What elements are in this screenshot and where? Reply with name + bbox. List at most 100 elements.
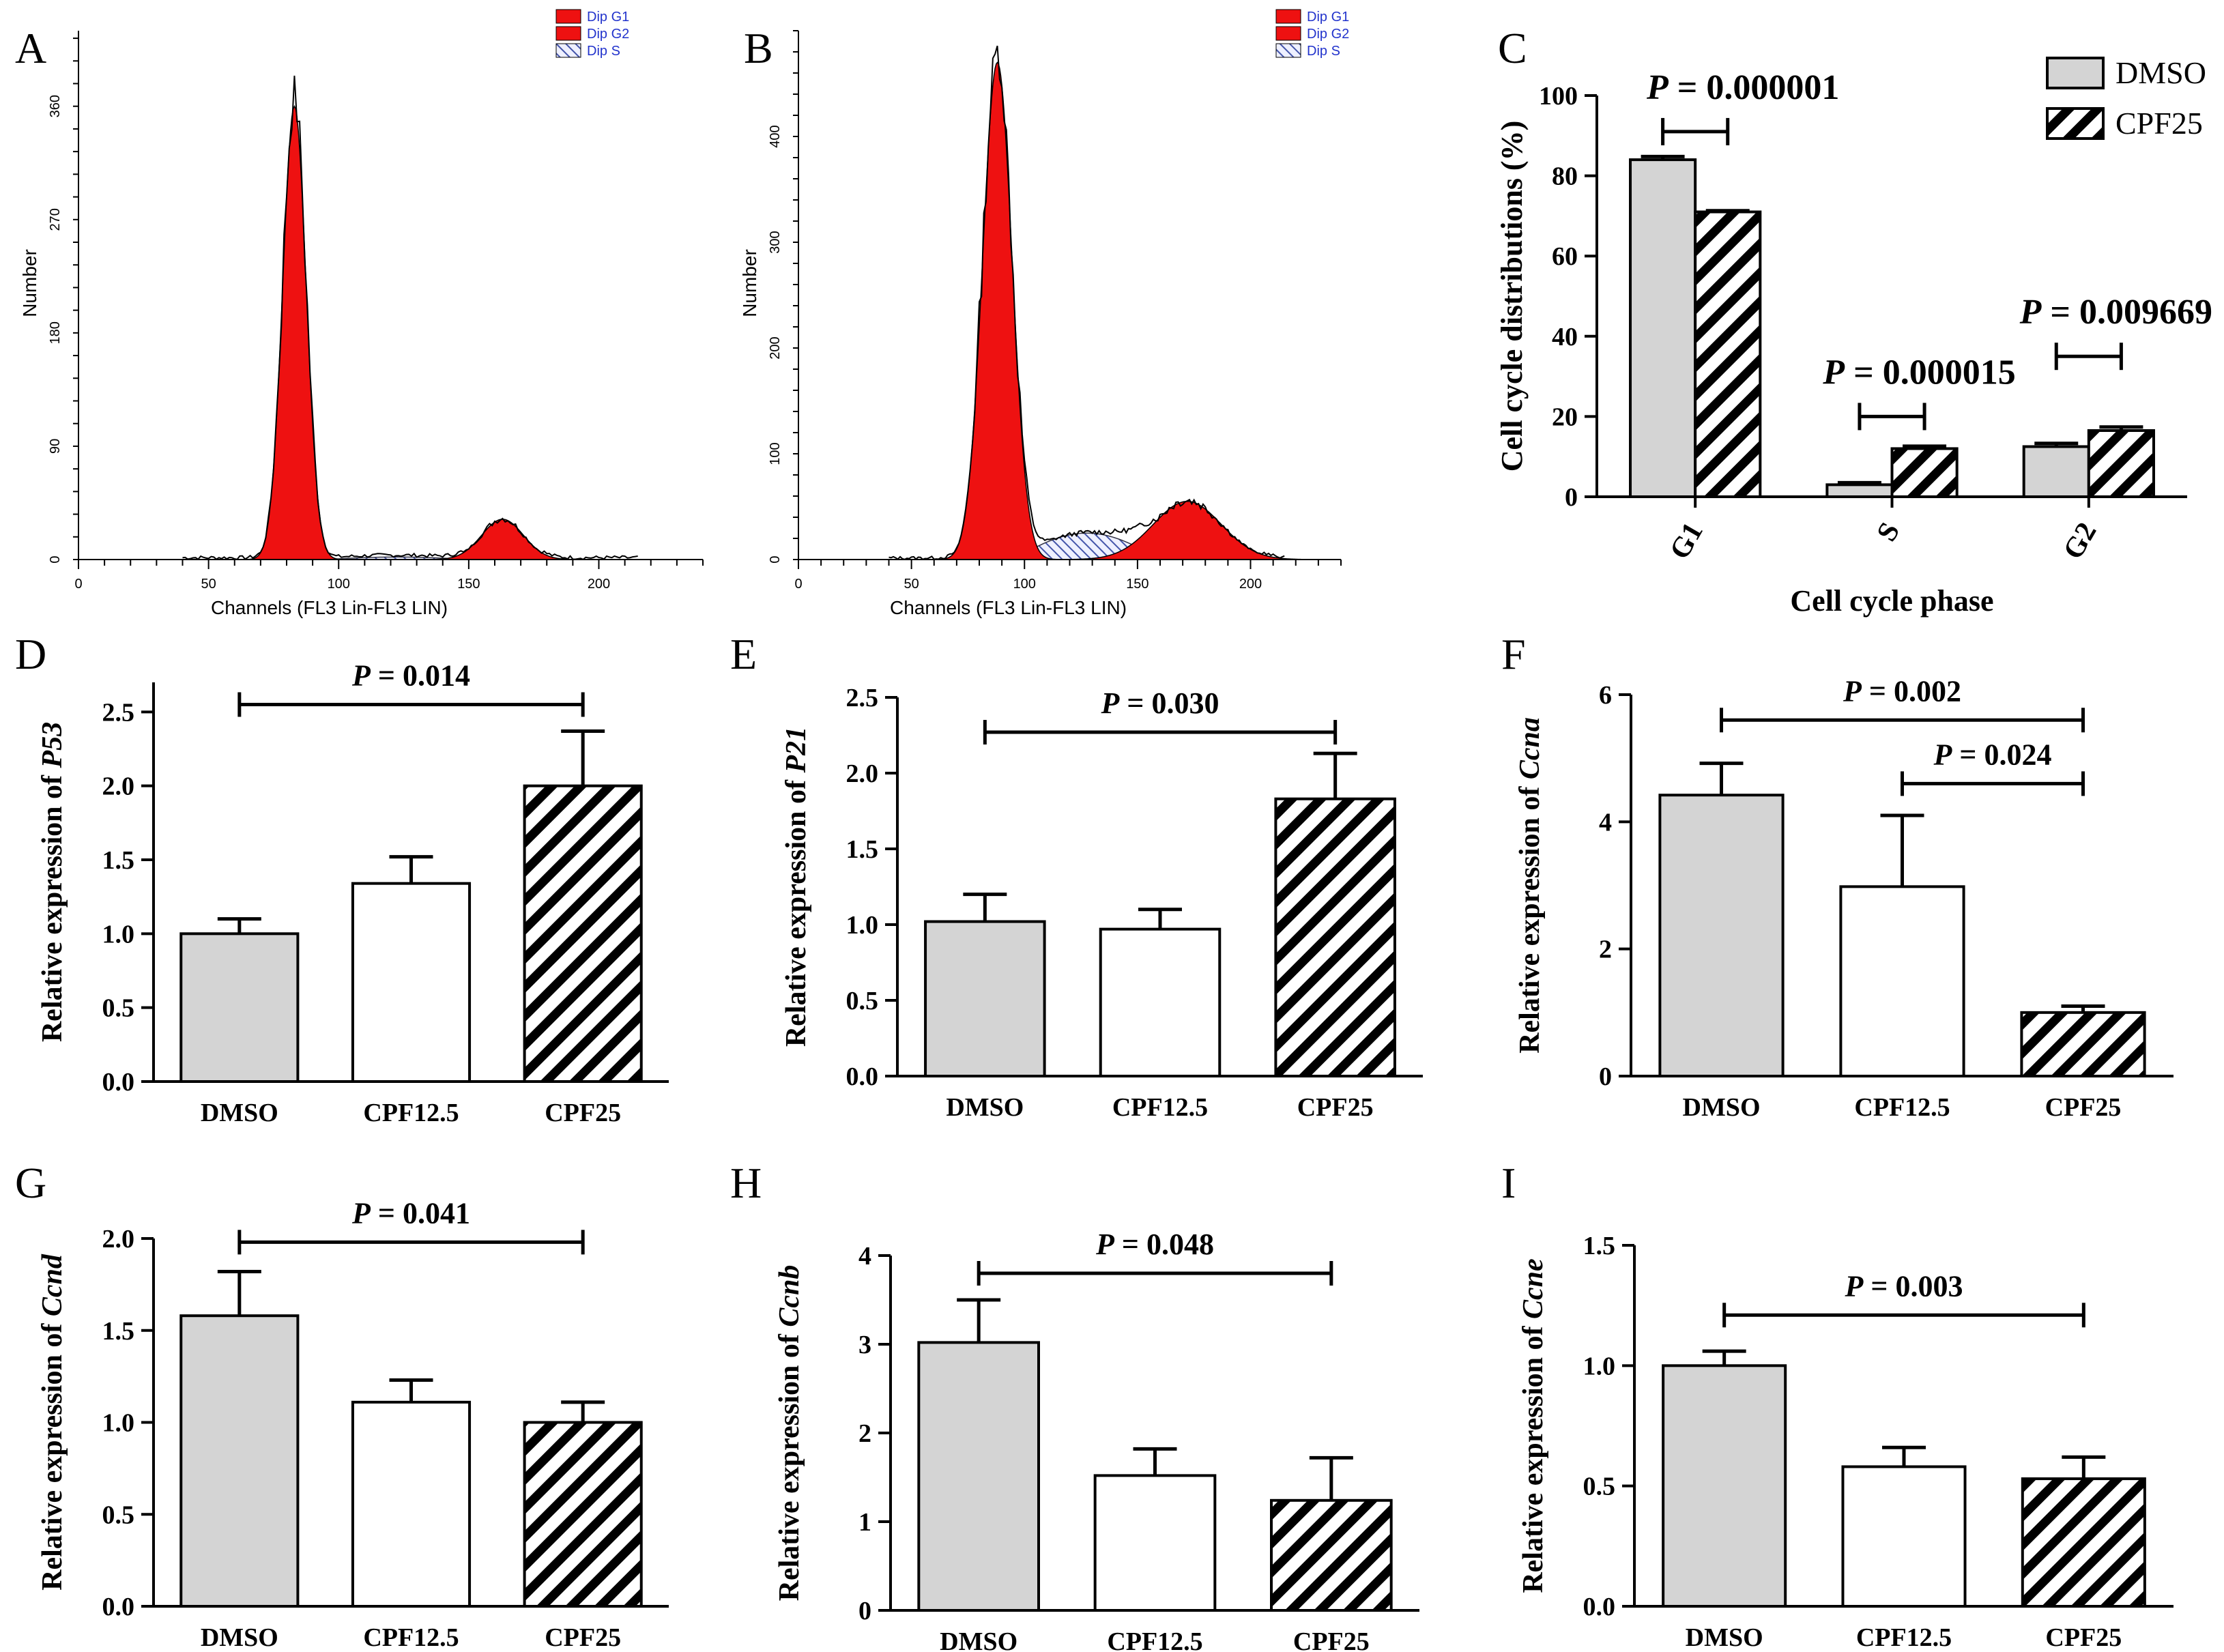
p-value-label: P = 0.002 <box>1843 674 1961 708</box>
x-tick-label: CPF12.5 <box>1107 1627 1202 1652</box>
bar-cpf25 <box>1274 797 1396 1077</box>
panel-letter-i: I <box>1501 1159 1516 1207</box>
p-value-label: P = 0.048 <box>1095 1228 1214 1261</box>
panel-b-histogram: B 0 50 100 150 200 0 100 200 300 400 Channels (FL3 … <box>739 9 1349 618</box>
y-axis-label: Relative expression of P53 <box>37 722 68 1042</box>
x-tick-label: CPF12.5 <box>363 1623 459 1652</box>
y-axis-label: Number <box>739 249 760 317</box>
histogram-outline <box>182 75 638 560</box>
y-tick-label: 4 <box>1599 808 1612 837</box>
legend-swatch-dip-g1 <box>555 9 581 24</box>
p-value: = 0.003 <box>1863 1269 1963 1303</box>
panel-letter-h: H <box>730 1159 762 1207</box>
y-tick-label: 400 <box>768 125 783 147</box>
x-tick-label: CPF25 <box>2045 1623 2122 1652</box>
legend-label: Dip G2 <box>1307 27 1349 42</box>
y-tick-label: 1 <box>858 1508 871 1537</box>
x-tick-label: DMSO <box>201 1623 278 1652</box>
bar-dmso <box>179 932 300 1084</box>
y-axis-label: Relative expression of Ccnb <box>774 1265 805 1602</box>
y-tick-label: 90 <box>48 439 63 454</box>
histogram-outline <box>889 45 1285 560</box>
panel-letter-c: C <box>1498 24 1527 72</box>
bar-cpf125 <box>1099 927 1222 1078</box>
y-tick-label: 1.5 <box>846 835 879 864</box>
panel-letter-d: D <box>15 630 46 678</box>
p-symbol: P <box>1822 353 1845 392</box>
bar-cpf125 <box>1839 885 1965 1077</box>
p-value-label: P = 0.014 <box>351 659 470 693</box>
y-tick-label: 0.5 <box>846 987 879 1015</box>
bar-cpf125 <box>351 1400 472 1608</box>
y-tick-label: 2.0 <box>846 759 879 788</box>
y-tick-label: 0.0 <box>102 1593 135 1621</box>
y-tick-label: 300 <box>768 231 783 253</box>
p-value: = 0.009669 <box>2041 293 2212 332</box>
p-symbol: P <box>1845 1269 1864 1303</box>
y-tick-label: 100 <box>1539 82 1578 111</box>
p-value-label: P = 0.000001 <box>1646 68 1839 107</box>
bar-g2-cpf25 <box>2087 429 2155 498</box>
p-value-label: P = 0.041 <box>351 1196 470 1230</box>
y-tick-label: 0.0 <box>846 1062 879 1091</box>
p-symbol: P <box>1646 68 1669 107</box>
bar-dmso <box>924 920 1046 1078</box>
peak-dip-g1 <box>938 61 1057 560</box>
gene-name: P21 <box>781 727 812 774</box>
x-axis-label: Cell cycle phase <box>1790 584 1993 618</box>
p-symbol: P <box>1933 738 1953 771</box>
y-tick-label: 2.5 <box>846 684 879 712</box>
y-tick-label: 2 <box>1599 936 1612 964</box>
x-tick-label: CPF25 <box>2045 1093 2122 1122</box>
y-tick-label: 0.5 <box>102 1501 135 1529</box>
panel-letter-e: E <box>730 630 757 678</box>
y-tick-label: 0.0 <box>102 1068 135 1097</box>
bar-cpf125 <box>351 882 472 1083</box>
bar-dmso <box>179 1314 300 1608</box>
bar-cpf25 <box>2020 1011 2146 1078</box>
panel-e-chart: E 0.0 0.5 1.0 1.5 2.0 2.5 Relative expression o… <box>730 630 1423 1122</box>
gene-name: Ccnb <box>774 1265 805 1327</box>
x-tick-label: G1 <box>1664 517 1709 564</box>
y-tick-label: 360 <box>48 95 63 117</box>
p-value-label: P = 0.003 <box>1845 1269 1963 1303</box>
panel-letter-a: A <box>15 24 46 72</box>
y-tick-label: 0 <box>1599 1062 1612 1091</box>
x-tick-label: CPF25 <box>545 1099 621 1127</box>
legend-swatch-dip-g1 <box>1275 9 1301 24</box>
bar-cpf25 <box>523 784 643 1083</box>
legend-label: Dip S <box>1307 44 1340 59</box>
panel-h-chart: H 0 1 2 3 4 Relative expression of Ccnb DMSO CPF… <box>730 1159 1419 1652</box>
p-value-label: P = 0.030 <box>1101 686 1219 720</box>
bar-s-cpf25 <box>1890 447 1959 498</box>
bar-cpf125 <box>1841 1465 1967 1608</box>
panel-g-chart: G 0.0 0.5 1.0 1.5 2.0 Relative expression of C… <box>15 1159 669 1652</box>
x-tick-label: 100 <box>328 577 350 592</box>
x-tick-label: 200 <box>588 577 610 592</box>
p-symbol: P <box>1843 674 1862 708</box>
p-symbol: P <box>351 1196 371 1230</box>
y-tick-label: 2 <box>858 1419 871 1448</box>
p-value-label: P = 0.024 <box>1933 738 2052 771</box>
panel-letter-f: F <box>1501 630 1526 678</box>
x-tick-label: 150 <box>1126 577 1149 592</box>
gene-name: Ccne <box>1518 1258 1549 1319</box>
peak-dip-g1 <box>247 104 342 560</box>
x-tick-label: 50 <box>904 577 919 592</box>
p-symbol: P <box>1095 1228 1115 1261</box>
legend-label: Dip G1 <box>587 10 629 25</box>
panel-d-chart: D 0.0 0.5 1.0 1.5 2.0 2.5 Relative expression o… <box>15 630 669 1127</box>
bar-g1-cpf25 <box>1694 210 1762 498</box>
panel-f-chart: F 0 2 4 6 Relative expression of Ccna DMSO CPF1… <box>1501 630 2174 1122</box>
legend-label: Dip S <box>587 44 620 59</box>
y-axis-label: Relative expression of Ccne <box>1518 1258 1549 1593</box>
y-tick-label: 180 <box>48 321 63 344</box>
panel-i-chart: I 0.0 0.5 1.0 1.5 Relative expression of Ccne… <box>1501 1159 2174 1652</box>
y-tick-label: 0.0 <box>1583 1593 1616 1621</box>
x-tick-label: CPF25 <box>1297 1093 1374 1122</box>
y-tick-label: 0.5 <box>102 994 135 1023</box>
y-tick-label: 0 <box>768 555 783 563</box>
gene-name: P53 <box>37 722 68 769</box>
y-axis-label: Relative expression of Ccnd <box>37 1254 68 1591</box>
